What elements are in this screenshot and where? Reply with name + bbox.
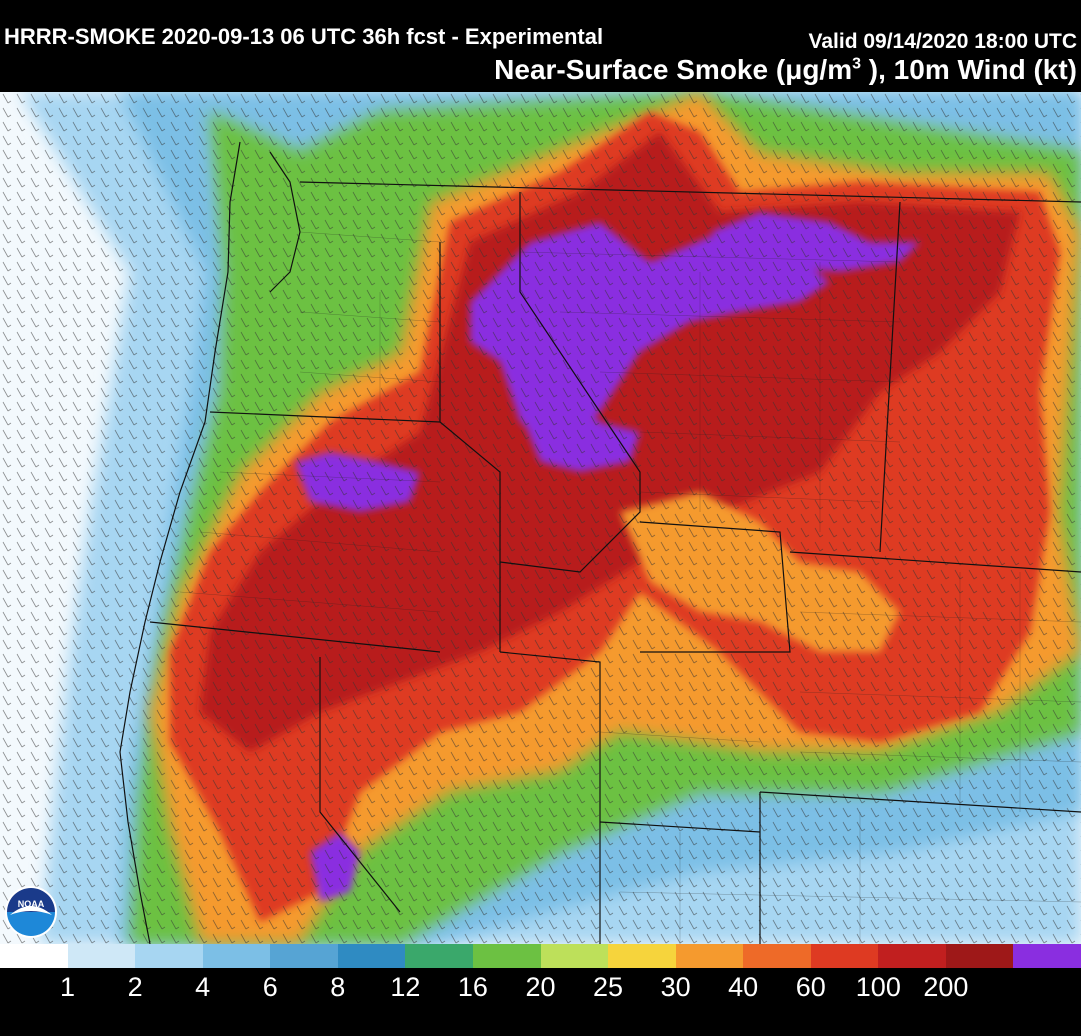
unit-mu: μ: [785, 54, 803, 85]
colorbar-swatch: [675, 944, 744, 968]
colorbar-tick-label: 20: [525, 972, 556, 1002]
colorbar-tick-label: 6: [262, 972, 278, 1002]
colorbar-swatch: [67, 944, 136, 968]
colorbar-swatch: [608, 944, 676, 968]
colorbar-tick-label: 25: [593, 972, 624, 1002]
colorbar-swatch: [405, 944, 473, 968]
border-id-mt: [499, 192, 641, 573]
coastline: [119, 141, 241, 944]
border-nv-ut: [499, 651, 601, 944]
border-co: [759, 551, 1081, 944]
colorbar-tick-label: 2: [127, 972, 143, 1002]
variable-subtitle: Near-Surface Smoke (μg/m3 ), 10m Wind (k…: [494, 54, 1077, 86]
colorbar-swatch: [878, 944, 946, 968]
colorbar-tick-label: 8: [330, 972, 346, 1002]
colorbar-swatch: [337, 944, 406, 968]
map-header: HRRR-SMOKE 2020-09-13 06 UTC 36h fcst - …: [0, 0, 1081, 92]
colorbar-swatch: [202, 944, 271, 968]
subtitle-suffix: ), 10m Wind (kt): [861, 54, 1077, 85]
wind-barbs: [0, 92, 1081, 944]
colorbar-swatch: [472, 944, 541, 968]
unit-rest: g/m: [802, 54, 853, 85]
valid-time: Valid 09/14/2020 18:00 UTC: [808, 30, 1078, 53]
colorbar-tick-label: 60: [795, 972, 826, 1002]
colorbar-swatch: [135, 944, 203, 968]
border-ut-az: [599, 821, 761, 833]
colorbar-swatch: [945, 944, 1014, 968]
noaa-seal-icon: NOAA: [5, 886, 57, 938]
colorbar-swatch: [270, 944, 338, 968]
colorbar-swatch: [0, 944, 68, 968]
colorbar-swatch: [540, 944, 609, 968]
county-lines: [179, 231, 1081, 944]
colorbar-tick-label: 100: [855, 972, 901, 1002]
colorbar-labels: 1 2 4 6 8 12 16 20 25 30 40 60 100 200: [0, 968, 1081, 1036]
colorbar-tick-label: 4: [195, 972, 211, 1002]
colorbar-swatch: [810, 944, 879, 968]
colorbar: [0, 944, 1081, 968]
colorbar-tick-label: 1: [60, 972, 76, 1002]
unit-exponent: 3: [852, 55, 862, 73]
border-or-ca: [149, 621, 441, 653]
smoke-map: [0, 92, 1081, 944]
colorbar-tick-label: 12: [390, 972, 421, 1002]
border-wy: [639, 521, 791, 653]
forecast-title: HRRR-SMOKE 2020-09-13 06 UTC 36h fcst - …: [4, 24, 604, 49]
map-boundaries: [119, 141, 1081, 944]
border-canada: [299, 181, 1081, 203]
colorbar-tick-label: 16: [457, 972, 488, 1002]
colorbar-swatch: [743, 944, 811, 968]
colorbar-tick-label: 30: [660, 972, 691, 1002]
border-wa-or: [209, 411, 441, 423]
border-ca-nv: [319, 657, 401, 913]
smoke-map-svg: [0, 92, 1081, 944]
colorbar-tick-label: 200: [923, 972, 969, 1002]
border-mt-nd: [879, 201, 901, 553]
colorbar-tick-label: 40: [728, 972, 759, 1002]
colorbar-swatch: [1013, 944, 1081, 968]
subtitle-prefix: Near-Surface Smoke (: [494, 54, 786, 85]
noaa-logo-text: NOAA: [18, 899, 45, 909]
county-grid: [179, 231, 1081, 944]
